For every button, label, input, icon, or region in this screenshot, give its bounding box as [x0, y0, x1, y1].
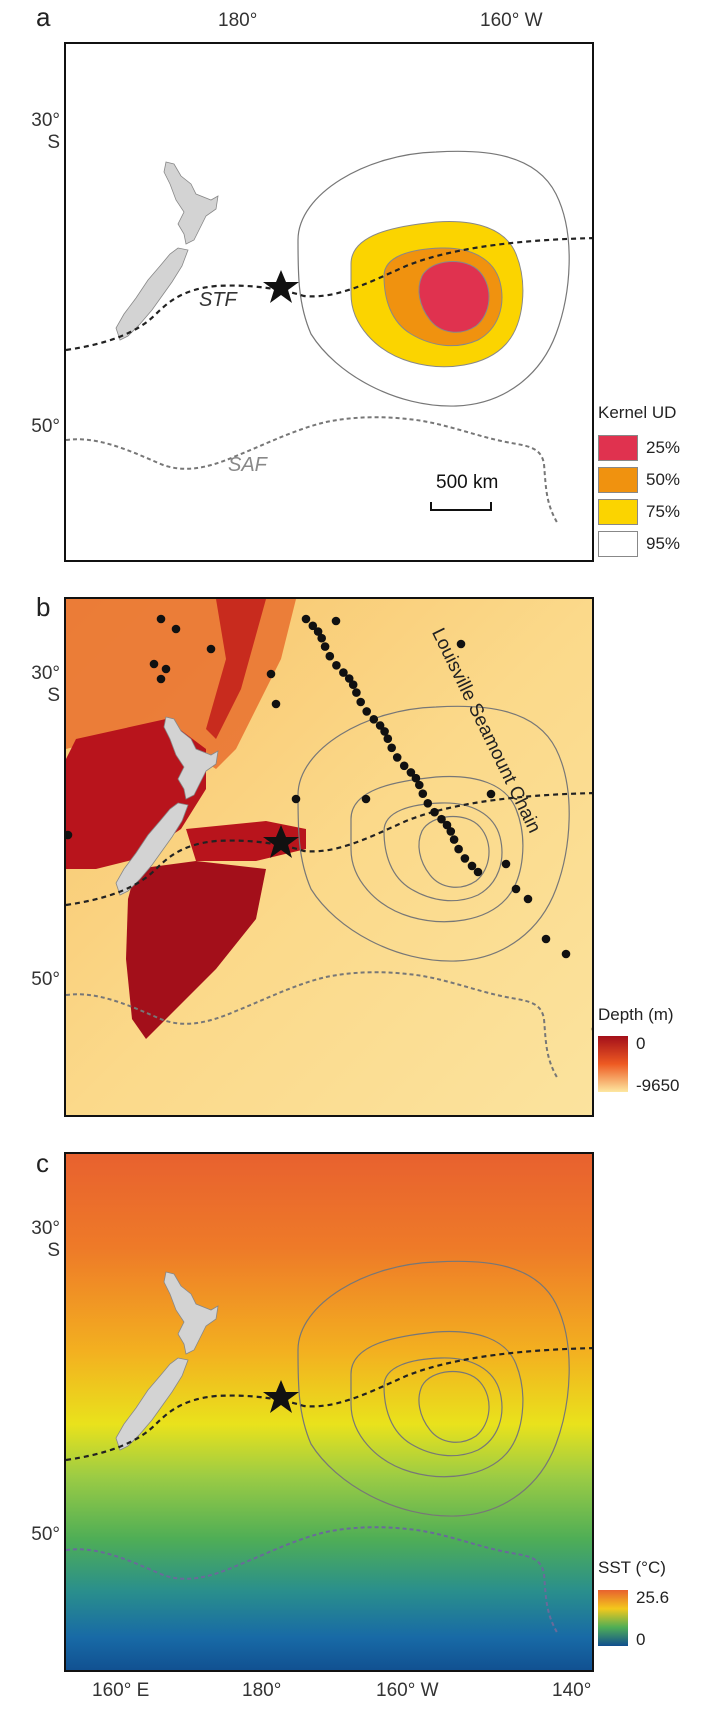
seamount-circle-icon: [356, 698, 365, 707]
sst-legend-max: 25.6: [636, 1588, 669, 1608]
seamount-circle-icon: [326, 652, 335, 661]
stf-label: STF: [199, 289, 237, 312]
seamount-circle-icon: [352, 688, 361, 697]
seamount-circle-icon: [207, 645, 216, 654]
seamount-circle-icon: [157, 615, 166, 624]
seamount-circle-icon: [461, 854, 470, 863]
panel-a-letter: a: [36, 2, 50, 33]
legend-row-95: 95%: [598, 531, 708, 559]
seamount-circle-icon: [524, 895, 533, 904]
panel-b-lat-50: 50°: [10, 969, 60, 991]
depth-legend-min: -9650: [636, 1076, 679, 1096]
seamount-circle-icon: [321, 642, 330, 651]
panel-a-lat-30s: 30° S: [10, 110, 60, 154]
panel-b-lat-30s: 30° S: [10, 663, 60, 707]
seamount-circle-icon: [292, 795, 301, 804]
seamount-circle-icon: [487, 790, 496, 799]
seamount-circle-icon: [400, 762, 409, 771]
seamount-circle-icon: [502, 860, 511, 869]
sst-color-ramp: [598, 1590, 628, 1646]
seamount-circle-icon: [162, 665, 171, 674]
panel-b-letter: b: [36, 592, 50, 623]
top-lon-label-160w: 160° W: [480, 10, 543, 32]
depth-legend-title: Depth (m): [598, 1005, 674, 1025]
panel-c-letter: c: [36, 1148, 49, 1179]
new-zealand-south-island: [116, 248, 188, 340]
seamount-circle-icon: [450, 835, 459, 844]
panel-b-map: Louisville Seamount Chain: [64, 597, 594, 1117]
legend-row-25: 25%: [598, 435, 708, 463]
top-lon-label-180: 180°: [218, 10, 257, 32]
seamount-circle-icon: [267, 670, 276, 679]
panel-a-map: STF SAF 500 km: [64, 42, 594, 562]
saf-label: SAF: [228, 454, 267, 477]
seamount-circle-icon: [317, 634, 326, 643]
seamount-circle-icon: [332, 617, 341, 626]
legend-label-50: 50%: [646, 470, 680, 490]
seamount-circle-icon: [362, 795, 371, 804]
panel-b-svg: [66, 599, 594, 1117]
bottom-lon-label-160e: 160° E: [92, 1680, 149, 1702]
panel-a-lat-50: 50°: [10, 416, 60, 438]
seamount-circle-icon: [457, 640, 466, 649]
panel-c-lat-30s: 30° S: [10, 1218, 60, 1262]
bottom-lon-label-180: 180°: [242, 1680, 281, 1702]
scale-bar-label: 500 km: [436, 472, 498, 494]
seamount-circle-icon: [419, 789, 428, 798]
legend-row-50: 50%: [598, 467, 708, 495]
saf-front-line: [66, 417, 558, 524]
seamount-circle-icon: [424, 799, 433, 808]
bottom-lon-label-160w: 160° W: [376, 1680, 439, 1702]
seamount-circle-icon: [393, 753, 402, 762]
legend-swatch-25: [598, 435, 638, 461]
new-zealand-north-island: [164, 162, 218, 244]
seamount-circle-icon: [302, 615, 311, 624]
seamount-circle-icon: [172, 625, 181, 634]
legend-label-95: 95%: [646, 534, 680, 554]
seamount-circle-icon: [387, 744, 396, 753]
panel-c-svg: [66, 1154, 594, 1672]
seamount-circle-icon: [562, 950, 571, 959]
seamount-circle-icon: [447, 827, 456, 836]
kernel-ud-legend-title: Kernel UD: [598, 403, 676, 423]
legend-row-75: 75%: [598, 499, 708, 527]
sst-legend-title: SST (°C): [598, 1558, 666, 1578]
seamount-circle-icon: [430, 808, 439, 817]
panel-c-lat-50: 50°: [10, 1524, 60, 1546]
legend-swatch-95: [598, 531, 638, 557]
colony-star-icon: [263, 270, 299, 303]
seamount-circle-icon: [592, 1025, 594, 1034]
seamount-circle-icon: [474, 868, 483, 877]
scale-bar-line: [431, 502, 491, 510]
seamount-circle-icon: [454, 845, 463, 854]
seamount-circle-icon: [272, 700, 281, 709]
seamount-circle-icon: [512, 885, 521, 894]
seamount-circle-icon: [384, 734, 393, 743]
seamount-circle-icon: [415, 781, 424, 790]
legend-swatch-50: [598, 467, 638, 493]
panel-c-map: [64, 1152, 594, 1672]
seamount-circle-icon: [542, 935, 551, 944]
seamount-circle-icon: [332, 661, 341, 670]
legend-swatch-75: [598, 499, 638, 525]
seamount-circle-icon: [349, 680, 358, 689]
legend-label-25: 25%: [646, 438, 680, 458]
seamount-circle-icon: [370, 715, 379, 724]
seamount-circle-icon: [362, 707, 371, 716]
bottom-lon-label-140: 140°: [552, 1680, 591, 1702]
seamount-circle-icon: [157, 675, 166, 684]
seamount-circle-icon: [150, 660, 159, 669]
legend-label-75: 75%: [646, 502, 680, 522]
sst-legend-min: 0: [636, 1630, 645, 1650]
depth-legend-max: 0: [636, 1034, 645, 1054]
panel-a-svg: [66, 44, 594, 562]
depth-color-ramp: [598, 1036, 628, 1092]
